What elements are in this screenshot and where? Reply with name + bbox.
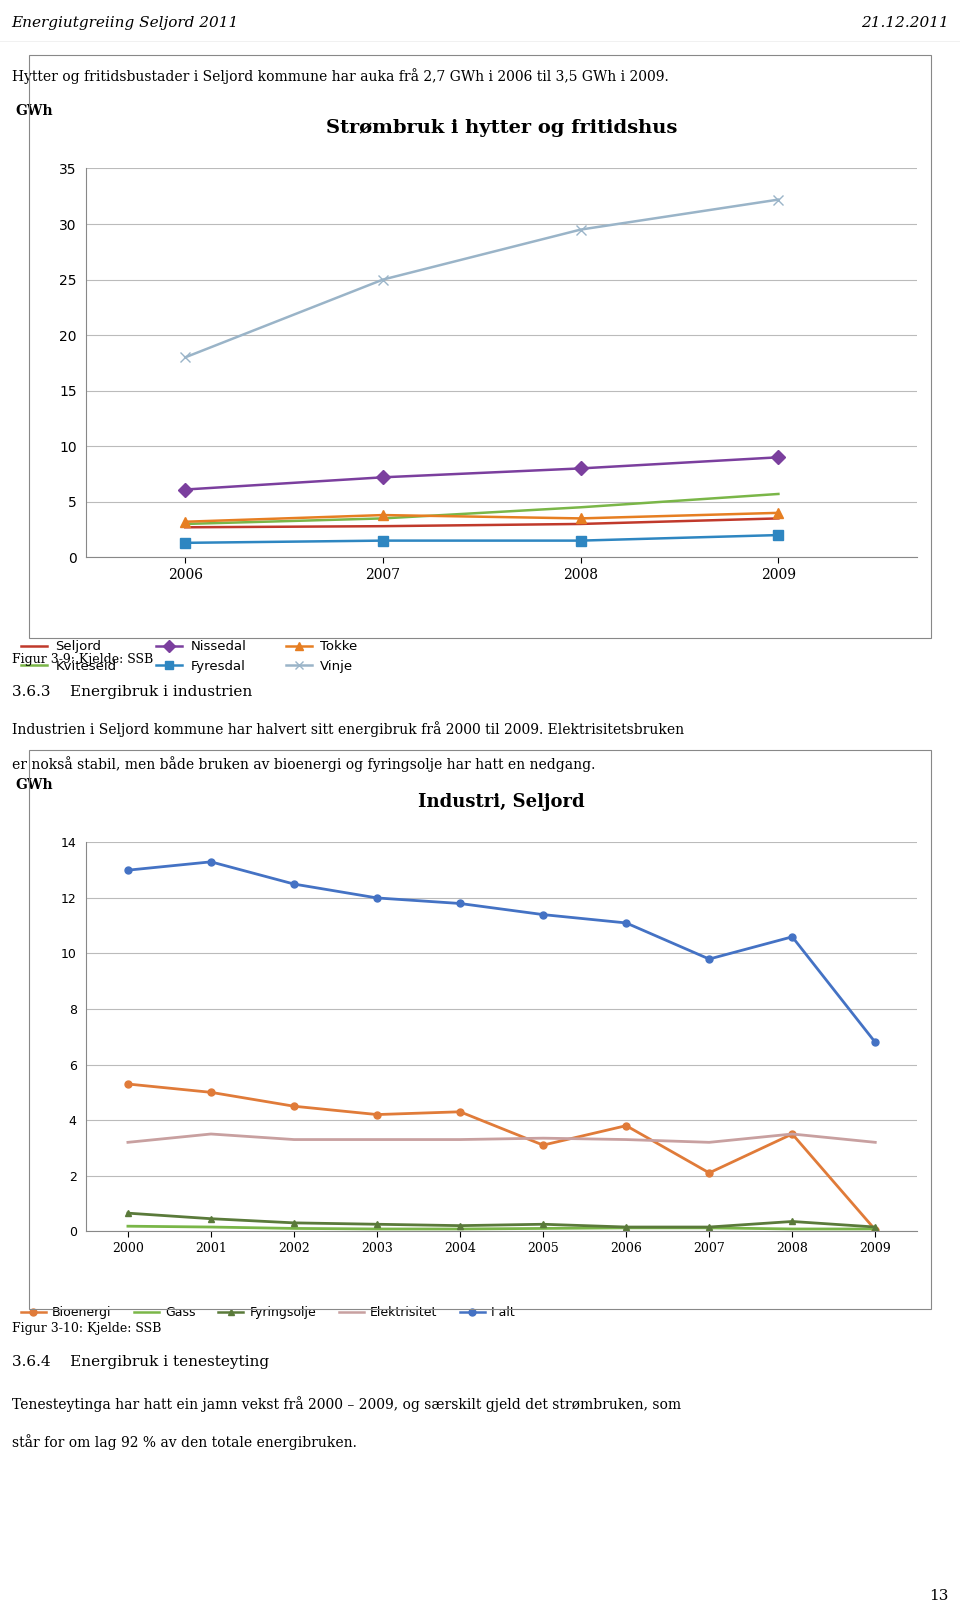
Text: er nokså stabil, men både bruken av bioenergi og fyringsolje har hatt en nedgang: er nokså stabil, men både bruken av bioe… <box>12 757 595 773</box>
Text: GWh: GWh <box>15 104 54 118</box>
Legend: Seljord, Kviteseid, Nissedal, Fyresdal, Tokke, Vinje: Seljord, Kviteseid, Nissedal, Fyresdal, … <box>15 635 363 679</box>
Text: GWh: GWh <box>15 778 54 792</box>
Text: Industrien i Seljord kommune har halvert sitt energibruk frå 2000 til 2009. Elek: Industrien i Seljord kommune har halvert… <box>12 721 684 737</box>
Text: 3.6.3    Energibruk i industrien: 3.6.3 Energibruk i industrien <box>12 685 252 700</box>
Text: Industri, Seljord: Industri, Seljord <box>419 794 585 812</box>
Text: står for om lag 92 % av den totale energibruken.: står for om lag 92 % av den totale energ… <box>12 1434 356 1450</box>
Text: Figur 3-9: Kjelde: SSB: Figur 3-9: Kjelde: SSB <box>12 653 153 666</box>
Text: 13: 13 <box>929 1589 948 1602</box>
Legend: Bioenergi, Gass, Fyringsolje, Elektrisitet, I alt: Bioenergi, Gass, Fyringsolje, Elektrisit… <box>15 1301 520 1324</box>
Text: Figur 3-10: Kjelde: SSB: Figur 3-10: Kjelde: SSB <box>12 1322 161 1335</box>
Text: 21.12.2011: 21.12.2011 <box>861 16 948 31</box>
Text: Strømbruk i hytter og fritidshus: Strømbruk i hytter og fritidshus <box>325 120 678 138</box>
Text: Energiutgreiing Seljord 2011: Energiutgreiing Seljord 2011 <box>12 16 239 31</box>
Text: 3.6.4    Energibruk i tenesteyting: 3.6.4 Energibruk i tenesteyting <box>12 1354 269 1369</box>
Text: Tenesteytinga har hatt ein jamn vekst frå 2000 – 2009, og særskilt gjeld det str: Tenesteytinga har hatt ein jamn vekst fr… <box>12 1396 681 1411</box>
Text: Hytter og fritidsbustader i Seljord kommune har auka frå 2,7 GWh i 2006 til 3,5 : Hytter og fritidsbustader i Seljord komm… <box>12 68 668 84</box>
